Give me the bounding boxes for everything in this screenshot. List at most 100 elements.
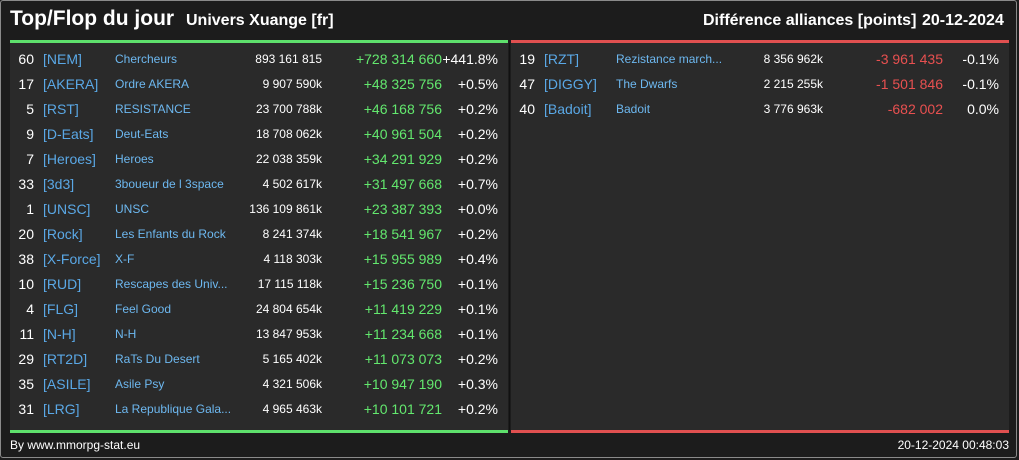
alliance-tag[interactable]: [RZT] <box>544 51 579 67</box>
alliance-name[interactable]: The Dwarfs <box>616 77 678 91</box>
alliance-rank: 20 <box>18 226 34 242</box>
alliance-name[interactable]: Feel Good <box>115 302 172 316</box>
alliance-pct: +0.1% <box>457 276 498 292</box>
alliance-name[interactable]: La Republique Gala... <box>115 402 232 416</box>
universe-label: Univers Xuange [fr] <box>186 12 334 29</box>
alliance-name[interactable]: RaTs Du Desert <box>115 352 200 366</box>
alliance-tag[interactable]: [X-Force] <box>43 251 101 267</box>
alliance-rank: 35 <box>18 376 34 392</box>
alliance-tag[interactable]: [UNSC] <box>43 201 91 217</box>
alliance-tag[interactable]: [D-Eats] <box>43 126 94 142</box>
alliance-rank: 10 <box>18 276 34 292</box>
header: Top/Flop du jour Univers Xuange [fr] Dif… <box>0 0 1019 40</box>
alliance-diff: -1 501 846 <box>876 76 943 92</box>
alliance-points: 8 241 374k <box>262 227 322 241</box>
alliance-tag[interactable]: [NEM] <box>43 51 82 67</box>
alliance-points: 5 165 402k <box>262 352 322 366</box>
alliance-pct: +0.2% <box>457 401 498 417</box>
alliance-name[interactable]: UNSC <box>115 202 150 216</box>
footer-timestamp: 20-12-2024 00:48:03 <box>897 438 1009 452</box>
top-alliance-row: 4 [FLG] Feel Good 24 804 654k +11 419 229 +0.… <box>10 297 508 322</box>
header-date: 20-12-2024 <box>922 12 1004 29</box>
alliance-name[interactable]: Rescapes des Univ... <box>115 277 228 291</box>
alliance-diff: +18 541 967 <box>363 226 442 242</box>
alliance-pct: -0.1% <box>962 76 999 92</box>
alliance-name[interactable]: Les Enfants du Rock <box>115 227 226 241</box>
alliance-rank: 4 <box>26 301 34 317</box>
alliance-diff: +48 325 756 <box>363 76 442 92</box>
alliance-name[interactable]: Chercheurs <box>115 52 178 66</box>
alliance-diff: -3 961 435 <box>876 51 943 67</box>
alliance-pct: +0.2% <box>457 226 498 242</box>
top-alliance-row: 1 [UNSC] UNSC 136 109 861k +23 387 393 +0.0% <box>10 197 508 222</box>
alliance-diff: +31 497 668 <box>363 176 442 192</box>
alliance-points: 8 356 962k <box>763 52 823 66</box>
alliance-tag[interactable]: [RUD] <box>43 276 82 292</box>
page-title: Top/Flop du jour <box>10 7 175 30</box>
top-alliance-row: 17 [AKERA] Ordre AKERA 9 907 590k +48 325 75… <box>10 72 508 97</box>
alliance-pct: 0.0% <box>967 101 999 117</box>
alliance-diff: +34 291 929 <box>363 151 442 167</box>
top-alliance-row: 9 [D-Eats] Deut-Eats 18 708 062k +40 961 504… <box>10 122 508 147</box>
alliance-rank: 11 <box>19 326 34 342</box>
alliance-diff: +46 168 756 <box>363 101 442 117</box>
alliance-points: 4 502 617k <box>262 177 322 191</box>
alliance-rank: 29 <box>18 351 34 367</box>
top-alliance-row: 33 [3d3] 3boueur de l 3space 4 502 617k +31 … <box>10 172 508 197</box>
alliance-pct: +0.2% <box>457 351 498 367</box>
alliance-tag[interactable]: [Badoit] <box>544 101 592 117</box>
alliance-tag[interactable]: [RST] <box>43 101 79 117</box>
alliance-tag[interactable]: [ASILE] <box>43 376 91 392</box>
alliance-name[interactable]: Asile Psy <box>115 377 165 391</box>
alliance-diff: +11 419 229 <box>364 301 442 317</box>
alliance-rank: 40 <box>519 101 535 117</box>
alliance-tag[interactable]: [Rock] <box>43 226 83 242</box>
alliance-diff: +23 387 393 <box>363 201 442 217</box>
alliance-diff: +11 234 668 <box>364 326 442 342</box>
alliance-pct: +0.4% <box>457 251 498 267</box>
alliance-tag[interactable]: [AKERA] <box>43 76 99 92</box>
alliance-points: 23 700 788k <box>255 102 322 116</box>
alliance-name[interactable]: X-F <box>115 252 135 266</box>
alliance-name[interactable]: Ordre AKERA <box>115 77 190 91</box>
alliance-name[interactable]: N-H <box>115 327 137 341</box>
alliance-tag[interactable]: [N-H] <box>43 326 76 342</box>
alliance-tag[interactable]: [3d3] <box>43 176 75 192</box>
alliance-points: 4 965 463k <box>262 402 322 416</box>
alliance-rank: 9 <box>26 126 34 142</box>
alliance-rank: 7 <box>26 151 34 167</box>
alliance-pct: +0.1% <box>457 326 498 342</box>
alliance-tag[interactable]: [FLG] <box>43 301 79 317</box>
alliance-points: 2 215 255k <box>763 77 823 91</box>
alliance-tag[interactable]: [Heroes] <box>43 151 96 167</box>
alliance-tag[interactable]: [LRG] <box>43 401 80 417</box>
alliance-name[interactable]: Rezistance march... <box>616 52 723 66</box>
alliance-diff: -682 002 <box>887 101 943 117</box>
alliance-name[interactable]: 3boueur de l 3space <box>115 177 224 191</box>
alliance-pct: +0.1% <box>457 301 498 317</box>
alliance-tag[interactable]: [RT2D] <box>43 351 88 367</box>
alliance-rank: 5 <box>26 101 34 117</box>
alliance-pct: -0.1% <box>962 51 999 67</box>
alliance-pct: +0.2% <box>457 151 498 167</box>
flop-alliance-row: 40 [Badoit] Badoit 3 776 963k -682 002 0.0% <box>511 97 1009 122</box>
alliance-name[interactable]: Heroes <box>115 152 154 166</box>
panel-divider <box>509 43 510 430</box>
alliance-rank: 60 <box>18 51 34 67</box>
alliance-name[interactable]: RESISTANCE <box>115 102 191 116</box>
alliance-rank: 38 <box>18 251 34 267</box>
alliance-name[interactable]: Deut-Eats <box>115 127 169 141</box>
footer-source[interactable]: By www.mmorpg-stat.eu <box>10 438 141 452</box>
alliance-name[interactable]: Badoit <box>616 102 651 116</box>
alliance-pct: +0.2% <box>457 101 498 117</box>
alliance-diff: +15 236 750 <box>363 276 442 292</box>
alliance-points: 22 038 359k <box>255 152 322 166</box>
section-title: Différence alliances [points] <box>703 12 917 29</box>
alliance-tag[interactable]: [DIGGY] <box>544 76 597 92</box>
top-alliance-row: 20 [Rock] Les Enfants du Rock 8 241 374k +18… <box>10 222 508 247</box>
top-alliance-row: 35 [ASILE] Asile Psy 4 321 506k +10 947 190 +… <box>10 372 508 397</box>
alliance-pct: +0.0% <box>457 201 498 217</box>
flop-alliance-row: 19 [RZT] Rezistance march... 8 356 962k -3 9… <box>511 47 1009 72</box>
top-alliance-row: 5 [RST] RESISTANCE 23 700 788k +46 168 756 +0… <box>10 97 508 122</box>
alliance-rank: 33 <box>18 176 34 192</box>
